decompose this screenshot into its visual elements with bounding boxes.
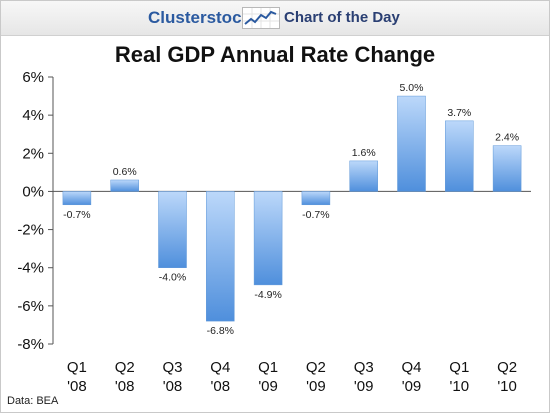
x-tick-label-quarter: Q3 — [162, 359, 182, 376]
bar-data-label: -0.7% — [302, 209, 329, 221]
x-tick-label-year: '09 — [354, 378, 374, 395]
bar — [62, 191, 92, 206]
y-tick-label: 2% — [22, 145, 44, 162]
bar — [110, 179, 139, 192]
x-tick-label-quarter: Q2 — [497, 359, 517, 376]
bar — [206, 191, 235, 322]
bar — [492, 145, 522, 192]
x-tick-label-quarter: Q1 — [449, 359, 469, 376]
header-banner: Clusterstock Chart of the Day — [1, 1, 549, 36]
x-tick-label-quarter: Q2 — [115, 359, 135, 376]
brand-name: Clusterstock — [148, 8, 251, 27]
x-tick-label-year: '08 — [163, 378, 183, 395]
y-tick-label: 4% — [22, 107, 44, 124]
x-tick-label-quarter: Q3 — [354, 359, 374, 376]
bar — [349, 160, 378, 192]
x-tick-label-quarter: Q1 — [67, 359, 87, 376]
chart-of-the-day-label: Chart of the Day — [284, 9, 400, 26]
x-tick-label-year: '10 — [497, 378, 517, 395]
y-tick-label: -4% — [17, 260, 44, 277]
bar-data-label: 0.6% — [113, 166, 137, 178]
bar-data-label: 1.6% — [352, 147, 376, 159]
y-tick-label: 6% — [22, 69, 44, 86]
bar-data-label: -4.0% — [159, 272, 186, 284]
y-tick-label: 0% — [22, 183, 44, 200]
bar — [445, 120, 474, 192]
x-tick-label-quarter: Q2 — [306, 359, 326, 376]
x-tick-label-year: '09 — [258, 378, 278, 395]
x-tick-label-year: '08 — [211, 378, 231, 395]
x-tick-label-year: '10 — [450, 378, 470, 395]
x-tick-label-year: '09 — [402, 378, 422, 395]
x-tick-label-year: '08 — [115, 378, 135, 395]
bar-data-label: -0.7% — [63, 209, 90, 221]
bar-data-label: -4.9% — [254, 289, 281, 301]
chart-title: Real GDP Annual Rate Change — [114, 42, 436, 67]
bar-data-label: -6.8% — [207, 325, 234, 337]
bar-data-label: 5.0% — [400, 82, 424, 94]
bar — [253, 191, 283, 286]
bar-data-label: 3.7% — [447, 107, 471, 119]
y-tick-label: -8% — [17, 336, 44, 353]
data-source-note: Data: BEA — [7, 395, 59, 407]
bar-data-label: 2.4% — [495, 132, 519, 144]
x-tick-label-quarter: Q4 — [401, 359, 421, 376]
x-tick-label-quarter: Q4 — [210, 359, 230, 376]
bar — [301, 191, 331, 206]
trend-line-chart-icon — [242, 7, 280, 34]
x-tick-label-quarter: Q1 — [258, 359, 278, 376]
bar — [158, 191, 187, 268]
y-tick-label: -6% — [17, 298, 44, 315]
x-tick-label-year: '08 — [67, 378, 87, 395]
bar — [397, 95, 426, 192]
y-tick-label: -2% — [17, 222, 44, 239]
x-tick-label-year: '09 — [306, 378, 326, 395]
